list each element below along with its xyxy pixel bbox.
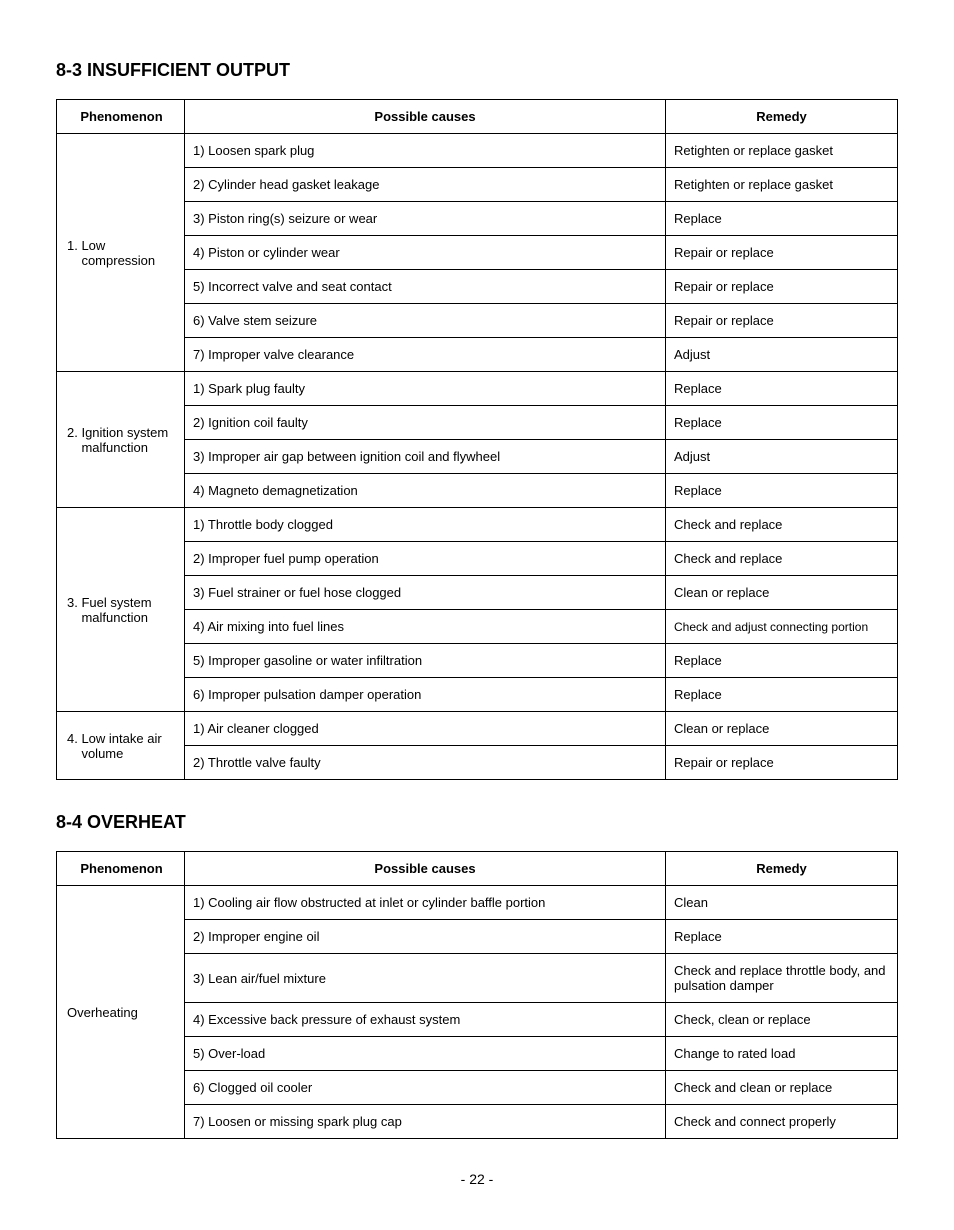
section-heading-1: 8-3 INSUFFICIENT OUTPUT bbox=[56, 60, 898, 81]
table-header-row: Phenomenon Possible causes Remedy bbox=[57, 100, 898, 134]
cause-cell: 2) Improper fuel pump operation bbox=[185, 542, 666, 576]
header-causes: Possible causes bbox=[185, 852, 666, 886]
cause-cell: 1) Loosen spark plug bbox=[185, 134, 666, 168]
phenomenon-cell: 3. Fuel system malfunction bbox=[57, 508, 185, 712]
remedy-cell: Replace bbox=[666, 678, 898, 712]
remedy-cell: Replace bbox=[666, 644, 898, 678]
table-header-row: Phenomenon Possible causes Remedy bbox=[57, 852, 898, 886]
header-phenomenon: Phenomenon bbox=[57, 100, 185, 134]
cause-cell: 1) Air cleaner clogged bbox=[185, 712, 666, 746]
cause-cell: 4) Air mixing into fuel lines bbox=[185, 610, 666, 644]
cause-cell: 3) Piston ring(s) seizure or wear bbox=[185, 202, 666, 236]
cause-cell: 3) Improper air gap between ignition coi… bbox=[185, 440, 666, 474]
cause-cell: 5) Over-load bbox=[185, 1037, 666, 1071]
remedy-cell: Check and connect properly bbox=[666, 1105, 898, 1139]
table-row: 3. Fuel system malfunction1) Throttle bo… bbox=[57, 508, 898, 542]
remedy-cell: Replace bbox=[666, 372, 898, 406]
remedy-cell: Check, clean or replace bbox=[666, 1003, 898, 1037]
header-remedy: Remedy bbox=[666, 100, 898, 134]
cause-cell: 1) Throttle body clogged bbox=[185, 508, 666, 542]
page-number: - 22 - bbox=[56, 1171, 898, 1187]
cause-cell: 4) Piston or cylinder wear bbox=[185, 236, 666, 270]
cause-cell: 2) Ignition coil faulty bbox=[185, 406, 666, 440]
phenomenon-cell: 2. Ignition system malfunction bbox=[57, 372, 185, 508]
header-phenomenon: Phenomenon bbox=[57, 852, 185, 886]
cause-cell: 2) Cylinder head gasket leakage bbox=[185, 168, 666, 202]
cause-cell: 2) Improper engine oil bbox=[185, 920, 666, 954]
cause-cell: 6) Valve stem seizure bbox=[185, 304, 666, 338]
overheat-table: Phenomenon Possible causes Remedy Overhe… bbox=[56, 851, 898, 1139]
cause-cell: 5) Incorrect valve and seat contact bbox=[185, 270, 666, 304]
phenomenon-cell: 4. Low intake air volume bbox=[57, 712, 185, 780]
remedy-cell: Check and clean or replace bbox=[666, 1071, 898, 1105]
cause-cell: 1) Cooling air flow obstructed at inlet … bbox=[185, 886, 666, 920]
table-row: 2. Ignition system malfunction1) Spark p… bbox=[57, 372, 898, 406]
remedy-cell: Repair or replace bbox=[666, 270, 898, 304]
cause-cell: 6) Clogged oil cooler bbox=[185, 1071, 666, 1105]
remedy-cell: Check and replace bbox=[666, 542, 898, 576]
table-row: 4. Low intake air volume1) Air cleaner c… bbox=[57, 712, 898, 746]
remedy-cell: Clean or replace bbox=[666, 712, 898, 746]
remedy-cell: Check and replace bbox=[666, 508, 898, 542]
remedy-cell: Check and adjust connecting portion bbox=[666, 610, 898, 644]
remedy-cell: Check and replace throttle body, and pul… bbox=[666, 954, 898, 1003]
cause-cell: 4) Magneto demagnetization bbox=[185, 474, 666, 508]
remedy-cell: Repair or replace bbox=[666, 304, 898, 338]
cause-cell: 1) Spark plug faulty bbox=[185, 372, 666, 406]
remedy-cell: Repair or replace bbox=[666, 236, 898, 270]
header-remedy: Remedy bbox=[666, 852, 898, 886]
cause-cell: 5) Improper gasoline or water infiltrati… bbox=[185, 644, 666, 678]
remedy-cell: Retighten or replace gasket bbox=[666, 134, 898, 168]
phenomenon-cell: 1. Low compression bbox=[57, 134, 185, 372]
header-causes: Possible causes bbox=[185, 100, 666, 134]
remedy-cell: Change to rated load bbox=[666, 1037, 898, 1071]
cause-cell: 3) Lean air/fuel mixture bbox=[185, 954, 666, 1003]
cause-cell: 7) Loosen or missing spark plug cap bbox=[185, 1105, 666, 1139]
remedy-cell: Replace bbox=[666, 474, 898, 508]
remedy-cell: Replace bbox=[666, 920, 898, 954]
phenomenon-cell: Overheating bbox=[57, 886, 185, 1139]
remedy-cell: Adjust bbox=[666, 440, 898, 474]
insufficient-output-table: Phenomenon Possible causes Remedy 1. Low… bbox=[56, 99, 898, 780]
cause-cell: 2) Throttle valve faulty bbox=[185, 746, 666, 780]
cause-cell: 7) Improper valve clearance bbox=[185, 338, 666, 372]
table-row: 1. Low compression1) Loosen spark plugRe… bbox=[57, 134, 898, 168]
cause-cell: 4) Excessive back pressure of exhaust sy… bbox=[185, 1003, 666, 1037]
remedy-cell: Clean bbox=[666, 886, 898, 920]
remedy-cell: Adjust bbox=[666, 338, 898, 372]
section-heading-2: 8-4 OVERHEAT bbox=[56, 812, 898, 833]
remedy-cell: Replace bbox=[666, 202, 898, 236]
cause-cell: 3) Fuel strainer or fuel hose clogged bbox=[185, 576, 666, 610]
remedy-cell: Replace bbox=[666, 406, 898, 440]
cause-cell: 6) Improper pulsation damper operation bbox=[185, 678, 666, 712]
remedy-cell: Repair or replace bbox=[666, 746, 898, 780]
table-row: Overheating1) Cooling air flow obstructe… bbox=[57, 886, 898, 920]
remedy-cell: Clean or replace bbox=[666, 576, 898, 610]
remedy-cell: Retighten or replace gasket bbox=[666, 168, 898, 202]
